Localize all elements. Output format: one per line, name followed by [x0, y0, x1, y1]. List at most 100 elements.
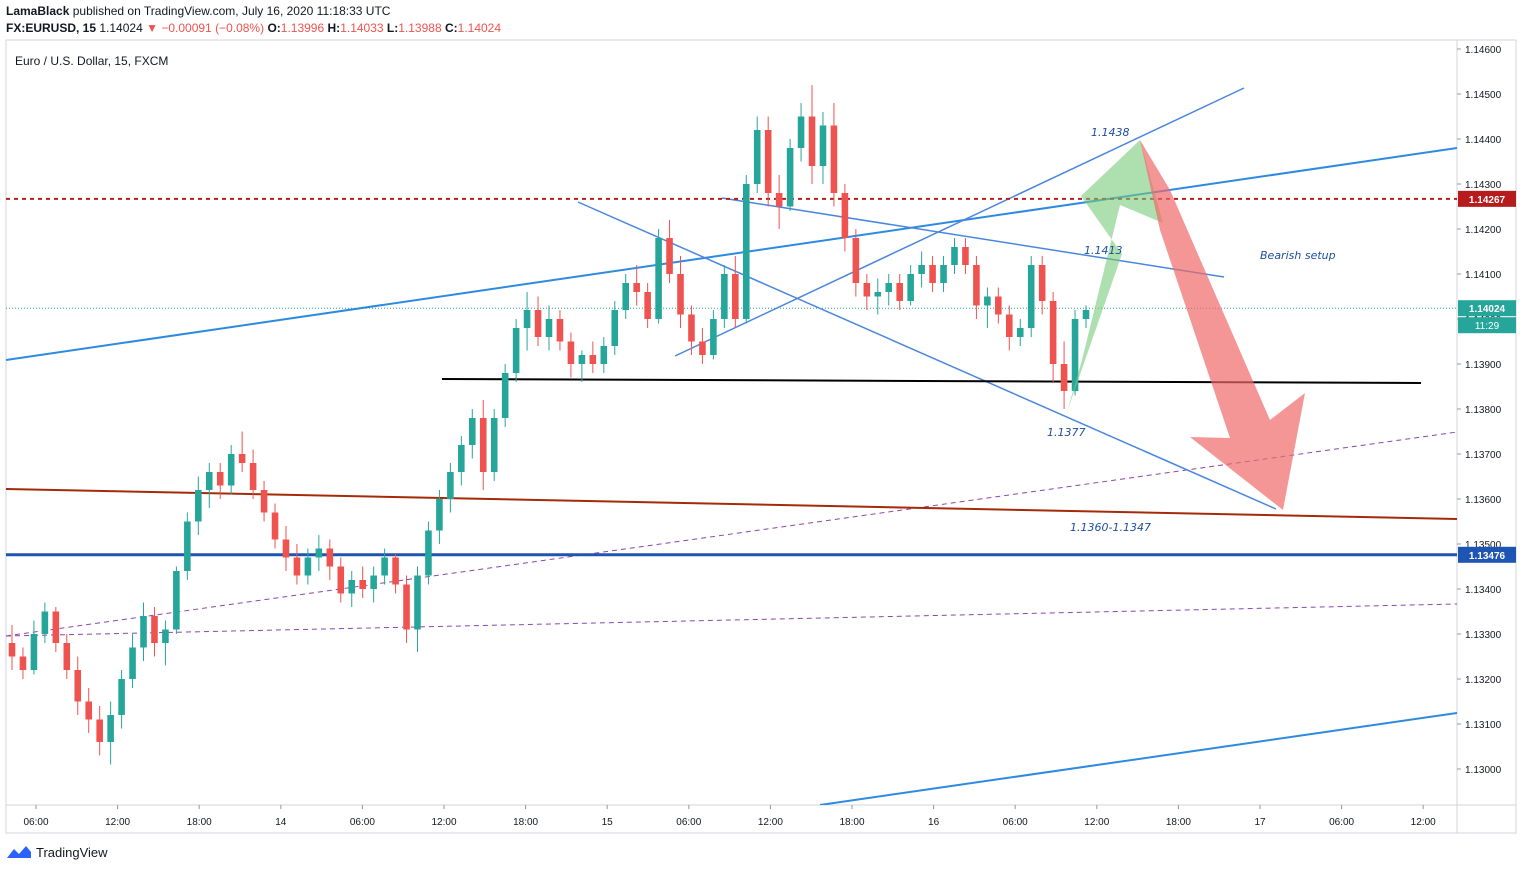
- candle[interactable]: [841, 184, 849, 252]
- candle[interactable]: [173, 566, 180, 635]
- candle[interactable]: [96, 706, 103, 756]
- candle[interactable]: [764, 116, 772, 207]
- candle[interactable]: [337, 557, 345, 603]
- candle[interactable]: [688, 305, 695, 356]
- candle[interactable]: [129, 634, 136, 688]
- candle[interactable]: [381, 548, 388, 585]
- candle[interactable]: [1049, 292, 1057, 382]
- tradingview-logo-icon[interactable]: [6, 844, 32, 860]
- candle[interactable]: [633, 265, 640, 306]
- candle[interactable]: [1071, 310, 1079, 396]
- candle[interactable]: [578, 350, 586, 383]
- candle[interactable]: [118, 670, 125, 729]
- candle[interactable]: [677, 256, 684, 328]
- candle[interactable]: [666, 220, 673, 283]
- candle[interactable]: [216, 463, 224, 499]
- candle[interactable]: [184, 512, 191, 581]
- candle[interactable]: [962, 238, 969, 274]
- candle[interactable]: [512, 319, 520, 382]
- candle[interactable]: [414, 566, 421, 653]
- candle[interactable]: [326, 539, 334, 581]
- wedge-line-ascending[interactable]: [674, 87, 1245, 357]
- candle[interactable]: [468, 409, 476, 459]
- candle[interactable]: [545, 305, 553, 351]
- candle[interactable]: [797, 103, 805, 162]
- time-axis[interactable]: 06:00 12:00 18:00 14 06:00 12:00 18:00 15 06:00 1…: [23, 805, 1436, 828]
- candle[interactable]: [238, 431, 246, 473]
- candle[interactable]: [195, 476, 202, 536]
- candle[interactable]: [52, 607, 60, 652]
- candles[interactable]: [8, 85, 1090, 765]
- candle[interactable]: [249, 449, 257, 500]
- candle[interactable]: [260, 481, 268, 522]
- annotation-1-1413[interactable]: 1.1413: [1084, 244, 1123, 257]
- annotation-bearish-setup[interactable]: Bearish setup: [1260, 249, 1336, 262]
- candle[interactable]: [1016, 319, 1024, 346]
- candle[interactable]: [1027, 256, 1035, 337]
- candle[interactable]: [490, 409, 498, 481]
- candle[interactable]: [140, 602, 147, 662]
- wedge-line-descending[interactable]: [577, 201, 1277, 510]
- candle[interactable]: [929, 256, 936, 292]
- candle[interactable]: [1082, 305, 1090, 329]
- candle[interactable]: [863, 274, 871, 310]
- candle[interactable]: [600, 337, 608, 373]
- candle[interactable]: [951, 238, 958, 274]
- candle[interactable]: [973, 256, 980, 319]
- candle[interactable]: [1005, 305, 1013, 351]
- dashed-trendline-upper[interactable]: [6, 431, 1457, 637]
- candle[interactable]: [8, 625, 16, 670]
- candle[interactable]: [819, 112, 827, 184]
- candle[interactable]: [775, 175, 783, 229]
- channel-line-lower[interactable]: [819, 712, 1457, 805]
- candle[interactable]: [359, 566, 366, 599]
- candle[interactable]: [732, 256, 739, 328]
- price-axis[interactable]: 1.14600 1.14500 1.14400 1.14300 1.14200 1.141…: [1457, 45, 1502, 776]
- candle[interactable]: [19, 647, 27, 680]
- candle[interactable]: [644, 283, 651, 328]
- horizontal-support-line[interactable]: [441, 378, 1422, 384]
- annotation-target-zone[interactable]: 1.1360-1.1347: [1070, 521, 1151, 534]
- candle[interactable]: [1038, 256, 1046, 315]
- candle[interactable]: [808, 85, 816, 184]
- bullish-projection-arrow[interactable]: [1067, 140, 1163, 412]
- candle[interactable]: [918, 251, 925, 288]
- candle[interactable]: [403, 575, 410, 644]
- candle[interactable]: [896, 274, 903, 310]
- candle[interactable]: [315, 535, 323, 571]
- candle[interactable]: [205, 463, 213, 508]
- annotation-1-1377[interactable]: 1.1377: [1047, 426, 1086, 439]
- candle[interactable]: [940, 256, 947, 292]
- candle[interactable]: [30, 620, 38, 675]
- candle[interactable]: [721, 265, 728, 328]
- author-name[interactable]: LamaBlack: [6, 4, 70, 18]
- annotation-1-1438[interactable]: 1.1438: [1091, 126, 1130, 139]
- candle[interactable]: [907, 265, 914, 306]
- candle[interactable]: [852, 229, 860, 297]
- candle[interactable]: [786, 139, 794, 211]
- candle[interactable]: [74, 656, 82, 716]
- candle[interactable]: [830, 103, 838, 207]
- candle[interactable]: [501, 364, 509, 427]
- candle[interactable]: [348, 571, 356, 607]
- candle[interactable]: [984, 287, 991, 329]
- brand-name[interactable]: TradingView: [36, 844, 108, 860]
- candle[interactable]: [107, 701, 114, 765]
- candle[interactable]: [567, 332, 575, 378]
- candle[interactable]: [742, 175, 750, 324]
- candle[interactable]: [534, 296, 542, 347]
- candle[interactable]: [282, 526, 290, 571]
- candle[interactable]: [874, 278, 882, 315]
- candle[interactable]: [392, 553, 399, 594]
- candle[interactable]: [227, 445, 235, 495]
- candle[interactable]: [293, 544, 301, 585]
- candle[interactable]: [370, 566, 377, 603]
- candle[interactable]: [458, 436, 465, 486]
- candle[interactable]: [655, 229, 662, 324]
- dashed-trendline-lower[interactable]: [6, 603, 1457, 637]
- candle[interactable]: [151, 607, 158, 657]
- candle[interactable]: [447, 463, 454, 513]
- candle[interactable]: [271, 503, 279, 549]
- candle[interactable]: [479, 400, 487, 490]
